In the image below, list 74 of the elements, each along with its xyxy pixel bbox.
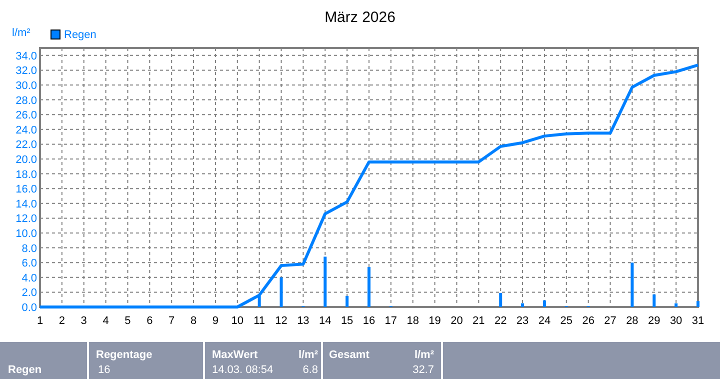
x-tick-label: 30 [670,315,682,327]
bar [368,267,370,307]
text: 6.8 [302,364,318,376]
x-tick-label: 6 [146,315,153,327]
y-tick-label: 8.0 [22,242,37,255]
x-tick-label: 3 [80,315,87,327]
x-tick-label: 10 [231,315,244,327]
bar [674,303,678,307]
y-tick-label: 4.0 [22,272,37,284]
y-tick-label: 12.0 [16,213,37,226]
x-tick-label: 23 [516,315,529,327]
x-tick-label: 31 [692,315,704,327]
y-tick-label: 14.0 [16,198,37,210]
bar [499,292,502,307]
y-tick-label: 10.0 [16,228,37,240]
text: Regentage [96,349,152,361]
x-tick-label: 27 [604,315,616,327]
x-tick-label: 28 [626,315,638,327]
bar [346,296,349,307]
bar [324,256,327,307]
x-tick-label: 1 [36,315,44,327]
y-axis-title: l/m² [12,27,31,39]
bar [696,301,700,307]
text: l/m² [298,349,318,361]
y-tick-label: 20.0 [16,154,37,166]
bar [630,262,634,307]
y-tick-label: 6.0 [22,258,37,270]
text: Regen [8,364,42,376]
y-tick-label: 28.0 [16,94,37,107]
x-tick-label: 25 [560,315,573,327]
x-tick-label: 29 [648,315,660,327]
x-tick-label: 14 [319,315,332,327]
x-tick-label: 20 [450,315,463,327]
bar [652,294,656,307]
y-tick-label: 2.0 [22,287,37,300]
bar [280,277,283,307]
x-tick-label: 2 [58,315,65,327]
chart-title: März 2026 [324,9,396,26]
x-tick-label: 5 [124,315,131,327]
bar [521,303,524,307]
x-tick-label: 12 [275,315,288,327]
x-tick-label: 16 [362,315,376,327]
y-tick-label: 26.0 [16,110,37,122]
text: l/m² [414,349,434,361]
x-tick-label: 13 [297,315,310,327]
y-tick-label: 0.0 [22,302,37,314]
x-tick-label: 21 [472,315,485,327]
x-tick-label: 9 [212,315,219,327]
x-tick-label: 18 [406,315,419,327]
text: Gesamt [329,349,370,361]
line-series [38,64,700,308]
x-tick-label: 17 [384,315,398,327]
x-tick-label: 11 [254,315,266,327]
bar [542,300,546,307]
text: 14.03. 08:54 [212,364,274,376]
x-tick-label: 4 [102,315,109,327]
y-tick-label: 32.0 [16,65,37,78]
x-tick-label: 19 [428,315,441,327]
x-tick-label: 15 [340,315,354,327]
text: 32.7 [412,364,434,376]
y-tick-label: 16.0 [16,184,37,196]
x-tick-label: 7 [168,315,175,327]
x-tick-label: 24 [538,315,551,327]
x-tick-label: 26 [582,315,594,327]
text: 16 [98,364,110,376]
y-tick-label: 18.0 [16,168,37,181]
x-tick-label: 22 [494,315,507,327]
y-tick-label: 22.0 [16,139,37,152]
x-tick-label: 8 [190,315,197,327]
y-tick-label: 30.0 [16,80,37,92]
text: MaxWert [212,349,258,361]
y-tick-label: 34.0 [16,50,37,62]
y-tick-label: 24.0 [16,124,37,136]
legend-label: Regen [64,29,96,41]
